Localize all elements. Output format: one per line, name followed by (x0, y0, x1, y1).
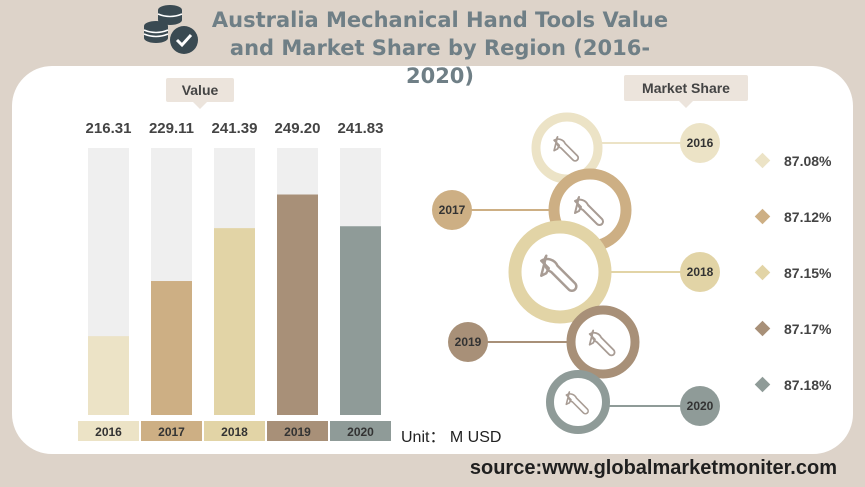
bar-value-label: 241.39 (212, 120, 258, 137)
market-share-tag: Market Share (624, 75, 748, 108)
bar-2019 (277, 194, 318, 415)
bar-category-label: 2020 (347, 425, 374, 439)
bar-2020 (340, 226, 381, 415)
legend-diamond-2017 (754, 208, 771, 225)
bar-category-label: 2017 (158, 425, 185, 439)
legend-diamond-2020 (754, 376, 771, 393)
bar-category-label: 2019 (284, 425, 311, 439)
share-category-label: 2020 (687, 399, 714, 413)
year-badge-2018 (680, 252, 720, 292)
bar-category-label: 2018 (221, 425, 248, 439)
bar-value-label: 249.20 (275, 120, 321, 137)
coins-check-icon (143, 5, 198, 54)
share-value-label: 87.18% (784, 377, 832, 393)
year-badge-2019 (448, 322, 488, 362)
share-category-label: 2018 (687, 265, 714, 279)
year-badge-2017 (432, 190, 472, 230)
bar-value-label: 216.31 (86, 120, 132, 137)
share-category-label: 2016 (687, 136, 714, 150)
value-tag: Value (166, 78, 234, 109)
legend-diamond-2019 (754, 320, 771, 337)
year-box-2016 (78, 421, 139, 441)
unit-label: Unit： M USD (401, 429, 502, 446)
bar-category-label: 2016 (95, 425, 122, 439)
source-label: source:www.globalmarketmoniter.com (469, 457, 837, 479)
year-box-2020 (330, 421, 391, 441)
legend-diamond-2018 (754, 264, 771, 281)
bar-2017 (151, 281, 192, 415)
year-box-2019 (267, 421, 328, 441)
year-box-2017 (141, 421, 202, 441)
share-value-label: 87.12% (784, 209, 832, 225)
share-category-label: 2017 (439, 203, 466, 217)
bar-2018 (214, 228, 255, 415)
bar-value-label: 229.11 (149, 120, 194, 137)
share-value-label: 87.15% (784, 265, 832, 281)
share-value-label: 87.08% (784, 153, 832, 169)
year-badge-2020 (680, 386, 720, 426)
legend-diamond-2016 (754, 152, 771, 169)
chart-title: Australia Mechanical Hand Tools Value an… (211, 8, 669, 88)
bar-2016 (88, 336, 129, 415)
year-badge-2016 (680, 123, 720, 163)
share-category-label: 2019 (455, 335, 482, 349)
bar-value-label: 241.83 (338, 120, 384, 137)
share-value-label: 87.17% (784, 321, 832, 337)
year-box-2018 (204, 421, 265, 441)
